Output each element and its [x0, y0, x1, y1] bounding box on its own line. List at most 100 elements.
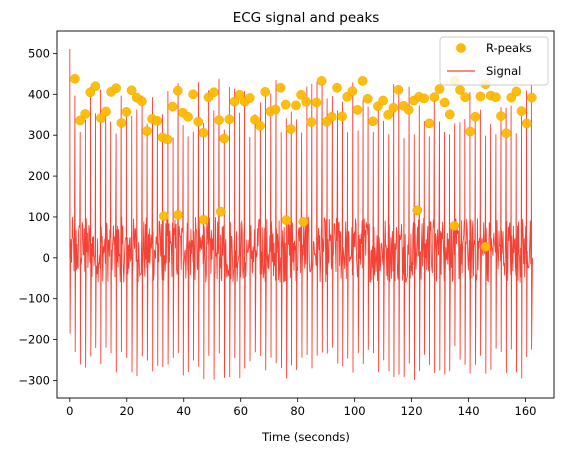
y-tick-label: 300 [28, 128, 50, 142]
r-peak-point [419, 93, 429, 104]
r-peak-point [80, 109, 91, 119]
r-peak-point [526, 92, 537, 103]
r-peak-point [511, 86, 522, 97]
r-peak-point [229, 96, 240, 107]
r-peak-point [255, 120, 265, 131]
r-peak-point [301, 96, 312, 107]
r-peak-point [275, 82, 286, 93]
legend: R-peaks Signal [439, 36, 549, 86]
x-tick-label: 160 [515, 404, 537, 418]
x-tick-label: 120 [401, 404, 423, 418]
r-peak-point [173, 210, 183, 220]
r-peak-point [424, 118, 435, 129]
signal-line [69, 48, 534, 381]
legend-signal-label: Signal [486, 64, 521, 78]
y-tick-label: 400 [28, 87, 50, 101]
r-peak-point [332, 82, 342, 93]
x-tick-label: 20 [119, 404, 134, 418]
r-peak-point [183, 111, 193, 122]
r-peak-point [403, 105, 414, 115]
x-axis-label: Time (seconds) [261, 430, 350, 444]
r-peak-point [439, 97, 450, 108]
r-peak-point [475, 91, 486, 102]
r-peak-point [326, 111, 337, 122]
r-peak-point [126, 85, 137, 96]
y-tick-label: −100 [18, 292, 50, 306]
r-peak-point [172, 85, 183, 96]
chart-title: ECG signal and peaks [233, 10, 380, 26]
r-peak-point [193, 116, 204, 127]
r-peak-point [444, 109, 455, 120]
r-peak-point [296, 89, 306, 100]
r-peak-point [158, 211, 169, 221]
r-peak-point [298, 217, 309, 227]
r-peak-point [70, 73, 80, 84]
r-peak-point [167, 101, 178, 112]
y-tick-label: 500 [28, 46, 50, 60]
r-peak-point [516, 106, 527, 116]
r-peak-point [501, 128, 512, 139]
r-peak-point [434, 84, 445, 94]
y-tick-label: 100 [28, 210, 50, 224]
r-peak-point [378, 95, 388, 106]
r-peak-point [470, 111, 481, 122]
r-peak-point [162, 134, 173, 145]
r-peak-point [388, 102, 399, 113]
r-peak-point [152, 116, 163, 126]
r-peak-point [496, 111, 506, 121]
r-peak-point [244, 93, 255, 103]
y-tick-label: 0 [43, 251, 50, 265]
r-peak-point [188, 89, 198, 100]
r-peak-point [521, 118, 532, 129]
y-tick-label: −200 [18, 333, 50, 347]
r-peak-point [234, 89, 245, 100]
y-tick-label: −300 [18, 373, 50, 387]
r-peaks-layer [70, 73, 537, 252]
plot-frame [56, 30, 555, 399]
x-tick-label: 40 [176, 404, 191, 418]
r-peak-point [209, 87, 219, 98]
r-peak-point [362, 93, 373, 104]
r-peak-point [96, 113, 106, 123]
r-peak-point [101, 106, 111, 117]
x-tick-label: 0 [66, 404, 73, 418]
r-peak-point [412, 205, 423, 216]
legend-rpeaks-marker [456, 43, 466, 53]
r-peak-point [215, 206, 226, 217]
r-peak-point [281, 215, 292, 226]
x-tick-label: 100 [344, 404, 366, 418]
r-peak-point [311, 97, 322, 108]
x-tick-label: 140 [458, 404, 480, 418]
r-peak-point [90, 81, 101, 92]
r-peak-point [219, 133, 230, 144]
r-peak-point [137, 96, 147, 107]
x-axis-ticks: 0 20 40 60 80 100 120 140 160 [66, 398, 536, 418]
r-peak-point [214, 115, 224, 125]
r-peak-point [75, 115, 85, 126]
r-peak-point [465, 126, 476, 137]
legend-box [439, 36, 549, 86]
r-peak-point [357, 76, 368, 86]
r-peak-point [306, 117, 317, 127]
r-peak-point [121, 107, 132, 117]
r-peak-point [316, 76, 327, 86]
r-peak-point [491, 92, 501, 103]
r-peak-point [291, 100, 301, 111]
r-peak-point [347, 86, 358, 96]
r-peak-point [280, 99, 291, 110]
r-peak-point [270, 104, 281, 115]
r-peak-point [460, 92, 470, 103]
r-peak-point [111, 83, 122, 94]
y-axis-ticks: −300 −200 −100 0 100 200 300 400 500 [18, 46, 57, 387]
r-peak-point [198, 214, 209, 225]
y-tick-label: 200 [28, 169, 50, 183]
r-peak-point [368, 116, 378, 127]
r-peak-point [142, 126, 152, 136]
r-peak-point [198, 127, 209, 138]
legend-rpeaks-label: R-peaks [486, 41, 532, 55]
x-tick-label: 60 [233, 404, 248, 418]
x-tick-label: 80 [290, 404, 305, 418]
r-peak-point [337, 111, 347, 122]
r-peak-point [480, 241, 491, 252]
